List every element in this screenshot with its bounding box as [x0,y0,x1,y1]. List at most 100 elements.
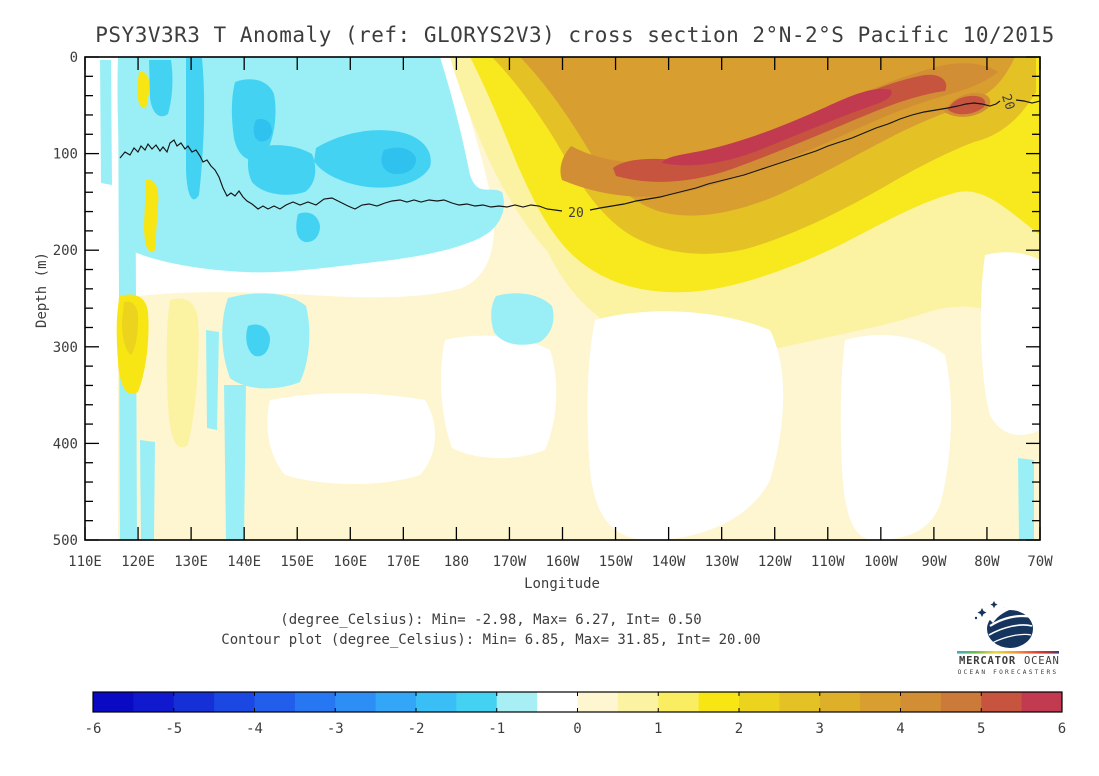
colorbar-tick-label: -3 [327,721,344,737]
cool-core-dark [253,119,272,142]
cool-column [206,330,219,430]
x-axis-ticks: 110E 120E 130E 140E 150E 160E 170E 180 170W 160W 1… [68,57,1053,570]
logo-name-light: OCEAN [1024,655,1060,667]
globe-wave-icon [987,606,1033,648]
west-yellow-streak [137,71,150,109]
colorbar-segment [860,692,901,712]
colorbar-segment [335,692,377,712]
x-tick-label: 110W [811,554,845,570]
x-tick-label: 140W [652,554,686,570]
cool-column [224,385,246,540]
y-tick-label: 200 [53,243,78,259]
x-tick-label: 80W [974,554,1000,570]
colorbar-segment [214,692,255,712]
isotherm-label: 20 [568,206,584,221]
colorbar-segment [537,692,578,712]
colorbar-tick-label: 5 [977,721,985,737]
colorbar-segment [981,692,1023,712]
deep-white-patch [840,335,952,540]
deep-white-patch [587,311,784,540]
colorbar: -6 -5 -4 -3 -2 -1 0 1 2 3 4 5 6 [85,691,1066,737]
anomaly-stats-line: (degree_Celsius): Min= -2.98, Max= 6.27,… [280,612,702,628]
cool-mid-blob [491,293,554,345]
colorbar-tick-label: 2 [735,721,743,737]
colorbar-tick-label: 1 [654,721,662,737]
colorbar-segment [658,692,700,712]
plot-title: PSY3V3R3 T Anomaly (ref: GLORYS2V3) cros… [95,23,1055,47]
warm-core-dark-red [662,88,892,166]
colorbar-tick-label: -4 [246,721,263,737]
x-tick-label: 150W [599,554,633,570]
y-axis-ticks: 0 100 200 300 400 500 [53,50,1040,549]
mercator-ocean-logo: MERCATOR OCEAN OCEAN FORECASTERS [952,596,1068,682]
logo-graphic: MERCATOR OCEAN OCEAN FORECASTERS [957,601,1060,676]
colorbar-tick-label: -1 [488,721,505,737]
cool-core [247,145,316,195]
colorbar-segment [254,692,296,712]
colorbar-segment [779,692,821,712]
colorbar-tick-label: -5 [165,721,182,737]
y-tick-label: 0 [70,50,78,66]
isotherm-20-line-west [119,139,563,212]
colorbar-segment [900,692,942,712]
cool-core [149,60,173,117]
x-tick-label: 110E [68,554,102,570]
deep-white-patch [980,252,1040,435]
colorbar-tick-label: -6 [85,721,102,737]
colorbar-segment [1021,692,1063,712]
x-tick-label: 160E [333,554,367,570]
colorbar-segment [496,692,538,712]
colorbar-segment [698,692,740,712]
warm-red-east-blob [948,95,986,115]
x-tick-label: 130E [174,554,208,570]
colorbar-segment [940,692,982,712]
contour-stats-line: Contour plot (degree_Celsius): Min= 6.85… [221,632,761,648]
y-tick-label: 500 [53,533,78,549]
colorbar-segment [577,692,619,712]
colorbar-segment [416,692,457,712]
y-tick-label: 300 [53,340,78,356]
colorbar-segment [819,692,861,712]
x-tick-label: 180 [444,554,469,570]
cool-core [296,212,320,243]
cool-core [246,324,270,357]
logo-tagline: OCEAN FORECASTERS [958,669,1059,676]
y-tick-label: 100 [53,147,78,163]
x-tick-label: 140E [227,554,261,570]
colorbar-segment [93,692,134,712]
x-tick-label: 150E [280,554,314,570]
x-tick-label: 160W [546,554,580,570]
colorbar-segment [133,692,175,712]
colorbar-segment [294,692,336,712]
colorbar-segment [739,692,780,712]
colorbar-tick-label: 6 [1058,721,1066,737]
isotherm-20-line-tail [1015,99,1040,104]
deep-white-patch [440,335,557,459]
x-tick-label: 130W [705,554,739,570]
x-tick-label: 170E [386,554,420,570]
x-tick-label: 90W [921,554,947,570]
logo-name-bold: MERCATOR [959,655,1016,667]
west-gold-core [122,301,138,355]
y-axis-title: Depth (m) [34,252,50,328]
x-tick-label: 120E [121,554,155,570]
colorbar-tick-label: 3 [816,721,824,737]
cool-core-dark [381,147,417,175]
x-tick-label: 100W [864,554,898,570]
colorbar-segment [456,692,498,712]
colorbar-tick-label: 4 [896,721,904,737]
colorbar-tick-label: -2 [408,721,425,737]
x-tick-label: 170W [493,554,527,570]
stats-caption: (degree_Celsius): Min= -2.98, Max= 6.27,… [0,610,982,650]
x-tick-label: 70W [1027,554,1053,570]
west-yellow-streak [144,179,159,252]
neutral-left-column [85,290,118,540]
colorbar-segment [617,692,659,712]
west-pale-yellow-column [166,298,199,448]
deep-white-patch [267,393,436,485]
cool-column [100,60,112,185]
cool-core [186,58,205,200]
colorbar-tick-label: 0 [573,721,581,737]
